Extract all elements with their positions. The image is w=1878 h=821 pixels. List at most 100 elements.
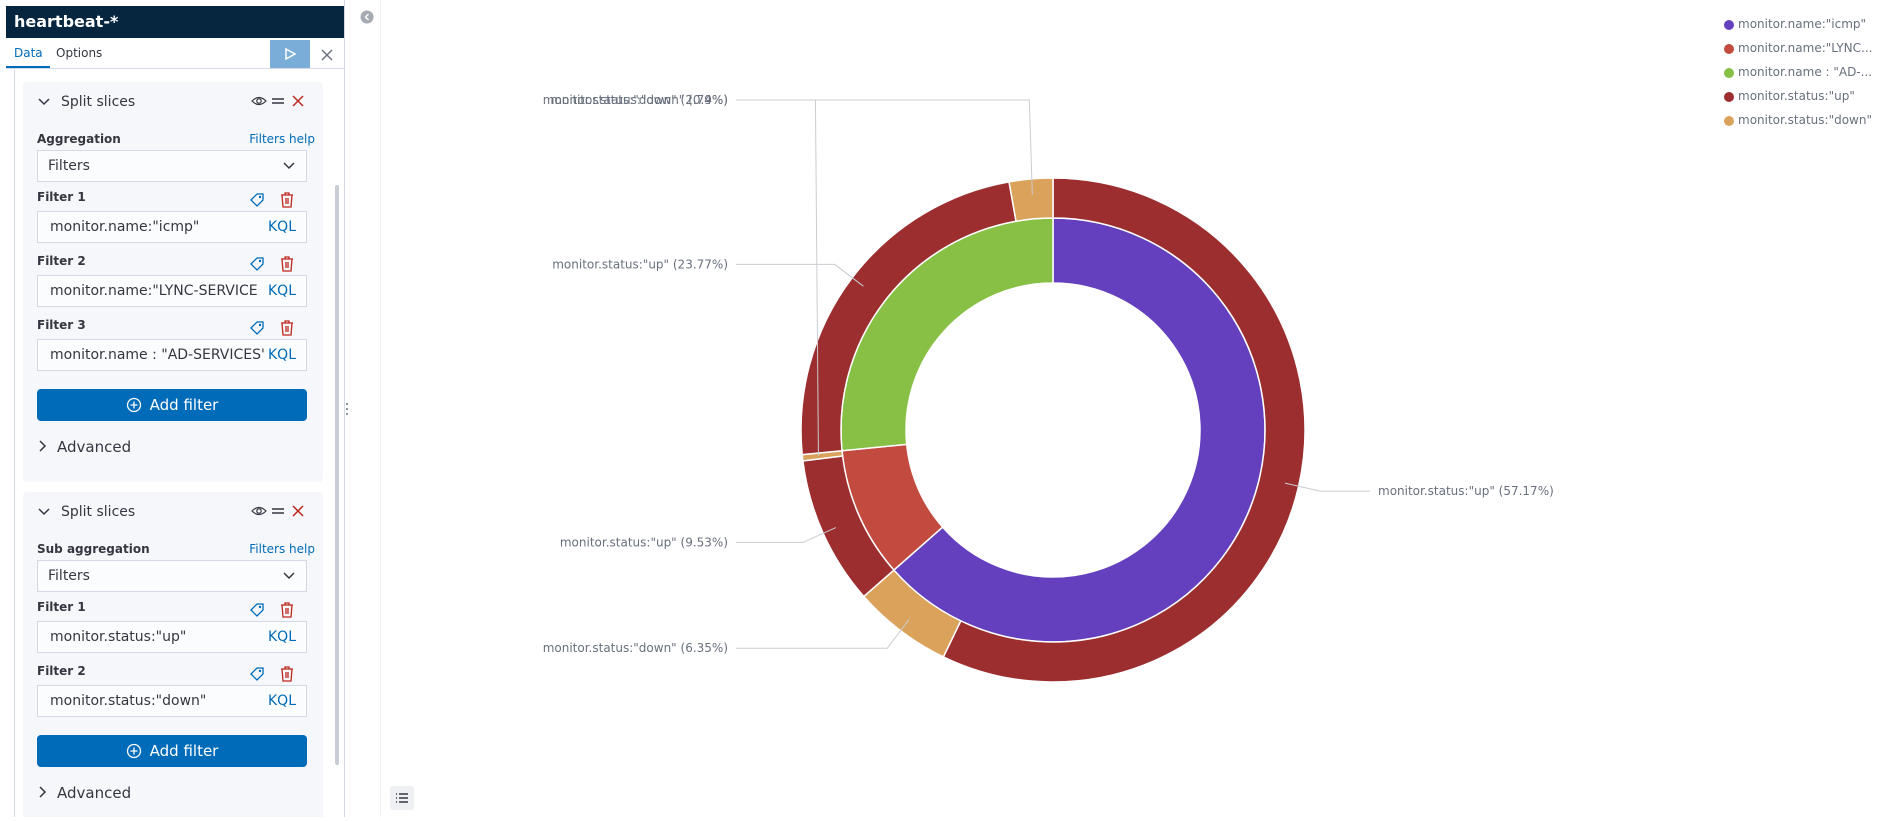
kql-toggle[interactable]: KQL: [264, 276, 296, 306]
aggregation-label: Aggregation: [37, 132, 121, 146]
editor-sidebar: heartbeat-* Data Options Split slices Ag…: [0, 0, 345, 817]
legend-item[interactable]: monitor.status:"down": [1722, 112, 1878, 136]
advanced-toggle[interactable]: Advanced: [37, 784, 131, 802]
slice-label: monitor.status:"down" (2.79%): [543, 93, 728, 107]
legend-label: monitor.name:"icmp": [1738, 17, 1867, 31]
kql-toggle[interactable]: KQL: [264, 340, 296, 370]
drag-handle-icon[interactable]: [271, 94, 285, 108]
trash-icon[interactable]: [279, 320, 295, 336]
editor-tabs: Data Options: [6, 40, 344, 69]
legend-item[interactable]: monitor.name : "AD-...: [1722, 64, 1878, 88]
panel-title: Split slices: [61, 504, 136, 520]
add-filter-label: Add filter: [149, 396, 219, 414]
filters-help-link[interactable]: Filters help: [249, 542, 315, 556]
tab-data[interactable]: Data: [14, 46, 43, 60]
filter-query: monitor.name:"icmp": [50, 219, 200, 235]
slice-label-leader: [1284, 482, 1370, 492]
legend-color-dot: [1724, 92, 1734, 102]
sub-aggregation-select[interactable]: Filters: [37, 560, 307, 592]
chevron-down-icon: [283, 162, 295, 170]
legend-item[interactable]: monitor.name:"icmp": [1722, 16, 1878, 40]
slice-label: monitor.status:"down" (0.4%): [550, 93, 728, 107]
legend-label: monitor.status:"down": [1738, 113, 1872, 127]
legend-color-dot: [1724, 44, 1734, 54]
active-tab-indicator: [6, 66, 50, 68]
slice-label-leader: [736, 99, 1033, 195]
legend-color-dot: [1724, 116, 1734, 126]
legend-item[interactable]: monitor.status:"up": [1722, 88, 1878, 112]
add-filter-label: Add filter: [149, 742, 219, 760]
sub-aggregation-label: Sub aggregation: [37, 542, 150, 556]
add-filter-button[interactable]: Add filter: [37, 735, 307, 767]
slice-label: monitor.status:"up" (57.17%): [1378, 484, 1554, 498]
collapse-sidebar-icon[interactable]: [360, 10, 374, 24]
trash-icon[interactable]: [279, 602, 295, 618]
filter-input[interactable]: monitor.status:"up" KQL: [37, 621, 307, 653]
plus-circle-icon: [126, 743, 141, 759]
discard-button[interactable]: [316, 44, 338, 66]
sidebar-resize-handle[interactable]: [345, 400, 349, 418]
filter-query: monitor.name:"LYNC-SERVICE: [50, 283, 258, 299]
outer-slice[interactable]: [1008, 177, 1054, 223]
drag-handle-icon[interactable]: [271, 504, 285, 518]
kql-toggle[interactable]: KQL: [264, 686, 296, 716]
plus-circle-icon: [126, 397, 141, 413]
filter-query: monitor.status:"up": [50, 629, 187, 645]
filter-query: monitor.status:"down": [50, 693, 207, 709]
eye-icon[interactable]: [251, 504, 267, 518]
apply-changes-button[interactable]: [270, 40, 310, 68]
filter-input[interactable]: monitor.name:"icmp" KQL: [37, 211, 307, 243]
filters-help-link[interactable]: Filters help: [249, 132, 315, 146]
outer-slice[interactable]: [942, 177, 1306, 683]
aggregations-scroll-area: Split slices Aggregation Filters help Fi…: [14, 70, 330, 817]
chevron-down-icon[interactable]: [37, 94, 51, 108]
sub-aggregation-select-value: Filters: [48, 568, 90, 584]
panel-title: Split slices: [61, 94, 136, 110]
filter-input[interactable]: monitor.name:"LYNC-SERVICE KQL: [37, 275, 307, 307]
tag-icon[interactable]: [249, 602, 265, 618]
sidebar-scrollbar[interactable]: [335, 185, 339, 765]
legend-toggle-button[interactable]: [390, 786, 414, 810]
kql-toggle[interactable]: KQL: [264, 622, 296, 652]
split-slices-panel-1: Split slices Aggregation Filters help Fi…: [23, 82, 323, 482]
filter-label: Filter 2: [37, 664, 86, 678]
aggregation-select[interactable]: Filters: [37, 150, 307, 182]
play-icon: [285, 47, 297, 61]
slice-label: monitor.status:"up" (23.77%): [552, 257, 728, 271]
legend-color-dot: [1724, 20, 1734, 30]
tag-icon[interactable]: [249, 256, 265, 272]
panel-header[interactable]: Split slices: [23, 82, 323, 122]
kql-toggle[interactable]: KQL: [264, 212, 296, 242]
tab-options[interactable]: Options: [56, 46, 103, 60]
sidebar-divider: [14, 70, 15, 817]
aggregation-select-value: Filters: [48, 158, 90, 174]
trash-icon[interactable]: [279, 256, 295, 272]
legend-item[interactable]: monitor.name:"LYNC...: [1722, 40, 1878, 64]
chevron-down-icon[interactable]: [37, 504, 51, 518]
filter-input[interactable]: monitor.name : "AD-SERVICES' KQL: [37, 339, 307, 371]
panel-separator: [380, 0, 381, 817]
advanced-toggle[interactable]: Advanced: [37, 438, 131, 456]
donut-chart: monitor.status:"up" (57.17%) monitor.stat…: [543, 93, 1554, 683]
slice-label-leader: [736, 263, 864, 287]
legend-label: monitor.name : "AD-...: [1738, 65, 1873, 79]
slice-label-leader: [736, 527, 837, 543]
tag-icon[interactable]: [249, 320, 265, 336]
trash-icon[interactable]: [279, 666, 295, 682]
remove-icon[interactable]: [291, 94, 305, 108]
filter-input[interactable]: monitor.status:"down" KQL: [37, 685, 307, 717]
filter-label: Filter 3: [37, 318, 86, 332]
panel-header[interactable]: Split slices: [23, 492, 323, 532]
list-icon: [396, 793, 408, 803]
chart-area: monitor.status:"up" (57.17%) monitor.stat…: [381, 0, 1878, 817]
legend-label: monitor.name:"LYNC...: [1738, 41, 1873, 55]
chevron-down-icon: [283, 572, 295, 580]
eye-icon[interactable]: [251, 94, 267, 108]
add-filter-button[interactable]: Add filter: [37, 389, 307, 421]
split-slices-panel-2: Split slices Sub aggregation Filters hel…: [23, 492, 323, 817]
remove-icon[interactable]: [291, 504, 305, 518]
tag-icon[interactable]: [249, 666, 265, 682]
legend-color-dot: [1724, 68, 1734, 78]
tag-icon[interactable]: [249, 192, 265, 208]
trash-icon[interactable]: [279, 192, 295, 208]
